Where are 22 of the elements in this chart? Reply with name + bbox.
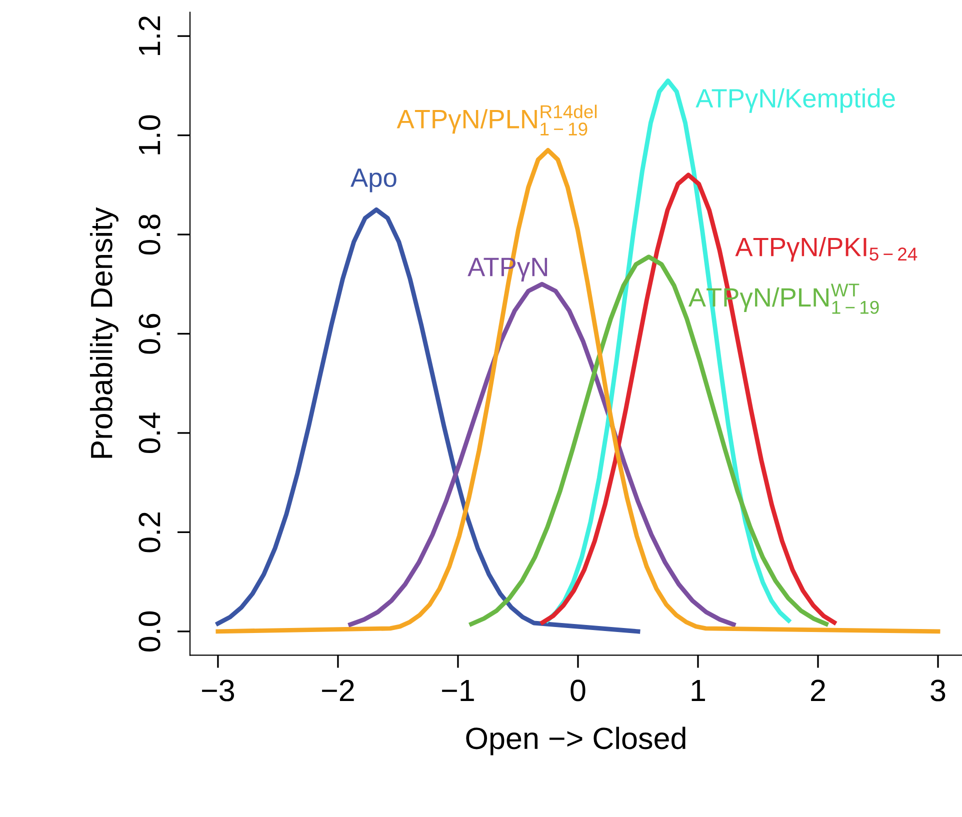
series-label: ATPγN/PKI$_{5−24}$: [735, 237, 918, 262]
y-tick-label: 1.0: [138, 115, 160, 154]
x-tick-label: 3: [930, 680, 946, 702]
y-axis-title: Probability Density: [90, 207, 118, 458]
x-tick-label: 2: [811, 680, 825, 701]
line-series: [216, 207, 640, 634]
series-label: ATPγN/Kemptide: [696, 88, 895, 113]
x-tick-label: −2: [322, 680, 354, 701]
x-tick-label: 0: [570, 680, 586, 702]
y-tick-label: 0.6: [138, 314, 160, 354]
line-series: [216, 148, 940, 634]
x-axis-title: Open −> Closed: [466, 726, 686, 756]
series-label: ATPγN/PLN$^{R14del}$$_{1−19}$: [396, 104, 597, 136]
y-tick-label: 0.2: [138, 512, 160, 552]
x-tick-label: 1: [692, 680, 705, 701]
y-tick-label: 0.4: [138, 412, 160, 454]
x-tick-label: −3: [202, 680, 234, 702]
y-tick-label: 1.2: [138, 16, 160, 55]
x-tick-label: −1: [442, 680, 474, 701]
y-tick-label: 0.0: [138, 611, 160, 652]
series-label: Apo: [350, 168, 396, 192]
y-tick-label: 0.8: [138, 214, 160, 255]
